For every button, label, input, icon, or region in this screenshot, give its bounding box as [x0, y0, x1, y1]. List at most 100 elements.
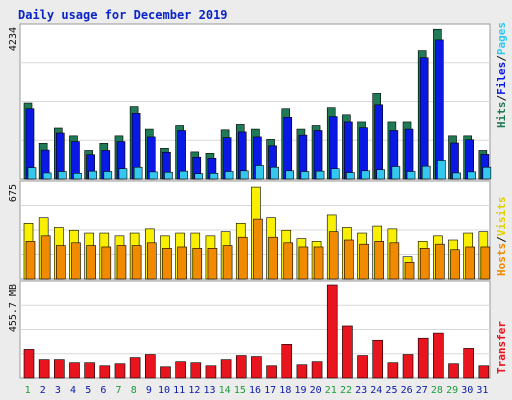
bar-transfer	[69, 362, 80, 379]
bar-hosts	[450, 249, 460, 280]
bar-pages	[361, 170, 370, 180]
side-label-top: Hits/Files/Pages	[495, 22, 508, 128]
bar-hosts	[192, 248, 203, 280]
bar-hosts	[313, 246, 324, 280]
bar-transfer	[144, 354, 156, 379]
bar-hosts	[283, 242, 294, 280]
side-label-part: Files	[495, 62, 508, 95]
bar-pages	[209, 172, 219, 180]
side-label-middle: Hosts/Visits	[495, 197, 508, 277]
x-tick-label: 28	[431, 385, 443, 396]
bar-transfer	[114, 363, 126, 379]
bar-pages	[239, 170, 249, 180]
x-tick-label: 20	[310, 385, 322, 396]
bar-hosts	[344, 239, 354, 280]
bar-pages	[42, 172, 52, 180]
bar-transfer	[160, 366, 171, 379]
x-tick-label: 12	[188, 385, 200, 396]
chart-panels: 4234 675 455.7 MB	[8, 23, 492, 379]
x-tick-label: 9	[146, 385, 152, 396]
bar-pages	[133, 166, 143, 180]
bar-pages	[27, 167, 37, 180]
bar-pages	[148, 171, 158, 180]
bar-pages	[467, 171, 476, 180]
bar-pages	[255, 165, 264, 180]
x-tick-label: 4	[70, 385, 76, 396]
bar-transfer	[220, 359, 232, 379]
bar-transfer	[433, 332, 444, 379]
bar-hosts	[374, 241, 385, 280]
x-tick-label: 27	[416, 385, 428, 396]
bar-transfer	[175, 361, 186, 379]
x-tick-label: 11	[173, 385, 185, 396]
bar-hosts	[25, 241, 36, 280]
side-series-labels: Hits/Files/Pages Hosts/Visits Transfer	[495, 22, 508, 374]
bar-hosts	[419, 248, 430, 280]
bar-hosts	[298, 246, 309, 280]
bar-transfer	[281, 344, 293, 379]
x-tick-label: 16	[249, 385, 261, 396]
x-tick-label: 10	[158, 385, 170, 396]
y-max-label: 675	[8, 184, 19, 202]
bar-pages	[73, 172, 82, 180]
bar-hosts	[404, 261, 415, 280]
x-tick-label: 1	[25, 385, 31, 396]
bar-pages	[164, 171, 173, 180]
bar-hosts	[207, 248, 218, 280]
x-tick-label: 15	[234, 385, 246, 396]
bar-pages	[224, 171, 234, 180]
bar-hosts	[480, 246, 491, 280]
bar-pages	[482, 166, 492, 180]
bar-transfer	[99, 365, 111, 379]
side-label-part: /	[495, 236, 508, 243]
x-tick-label: 19	[294, 385, 306, 396]
x-tick-label: 21	[325, 385, 337, 396]
bar-pages	[406, 171, 416, 180]
side-label-bottom: Transfer	[495, 321, 508, 374]
bar-transfer	[38, 359, 50, 379]
bar-hosts	[465, 246, 475, 280]
x-axis-day-labels: 1 2 3 4 5 6 7 8 9 10 11 12 13 14 15 16 17 18 19 20 21 22 23 24 2…	[25, 385, 489, 396]
bar-pages	[391, 166, 401, 180]
x-tick-label: 14	[219, 385, 231, 396]
bar-pages	[376, 169, 386, 180]
bar-hosts	[268, 236, 278, 280]
bar-transfer	[129, 357, 141, 379]
x-tick-label: 7	[116, 385, 122, 396]
bar-transfer	[402, 354, 414, 379]
bar-pages	[452, 172, 461, 180]
side-label-part: Pages	[495, 22, 508, 55]
x-tick-label: 25	[385, 385, 397, 396]
bar-hosts	[146, 242, 157, 280]
bar-transfer	[417, 337, 429, 379]
bar-hosts	[86, 245, 96, 280]
panel-visits-hosts: 675	[8, 180, 491, 280]
x-tick-label: 30	[461, 385, 473, 396]
x-tick-label: 17	[264, 385, 276, 396]
bar-pages	[315, 170, 325, 180]
bar-pages	[103, 171, 113, 180]
bar-hosts	[131, 245, 142, 280]
bar-hosts	[40, 235, 51, 280]
bar-pages	[346, 172, 355, 180]
bar-pages	[194, 173, 204, 180]
bar-transfer	[372, 339, 384, 379]
bar-files	[344, 121, 353, 180]
bar-hosts	[177, 246, 187, 280]
bar-transfer	[342, 325, 353, 379]
panel-transfer: 455.7 MB	[8, 280, 491, 379]
side-label-part: Hits	[495, 102, 508, 129]
bar-files	[283, 117, 293, 180]
bar-transfer	[266, 365, 277, 379]
bar-pages	[421, 165, 431, 180]
bar-pages	[179, 170, 188, 180]
bar-transfer	[478, 365, 490, 379]
x-tick-label: 22	[340, 385, 352, 396]
x-tick-label: 18	[279, 385, 291, 396]
bar-pages	[437, 160, 446, 180]
bar-pages	[58, 171, 67, 180]
x-tick-label: 2	[40, 385, 46, 396]
bar-hosts	[71, 242, 81, 280]
bar-hosts	[56, 245, 66, 280]
